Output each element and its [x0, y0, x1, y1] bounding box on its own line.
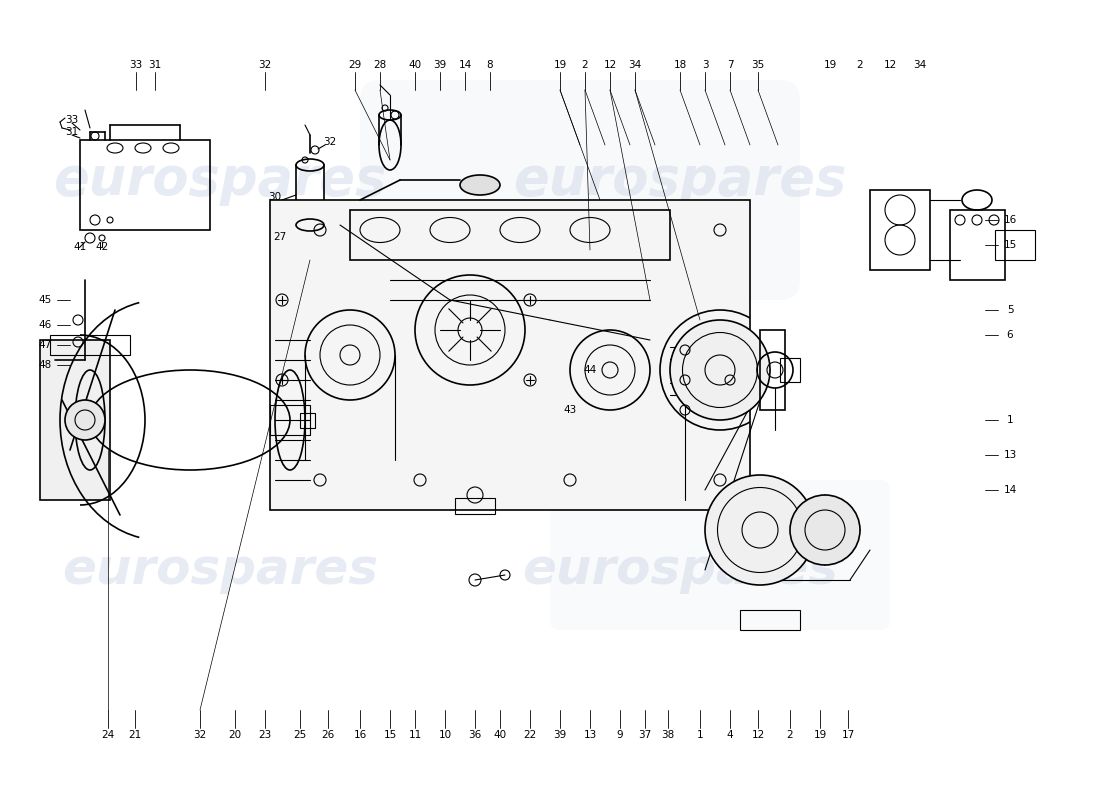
- Text: 10: 10: [439, 730, 452, 740]
- Text: 14: 14: [459, 60, 472, 70]
- Bar: [350, 210, 670, 260]
- Text: 5: 5: [1006, 305, 1013, 315]
- Text: 16: 16: [1003, 215, 1016, 225]
- Text: 22: 22: [524, 730, 537, 740]
- Text: 18: 18: [673, 60, 686, 70]
- Text: 1: 1: [696, 730, 703, 740]
- Text: 2: 2: [786, 730, 793, 740]
- Bar: [455, 498, 495, 514]
- Text: 39: 39: [433, 60, 447, 70]
- Bar: [996, 230, 1035, 260]
- Bar: [50, 335, 130, 355]
- Text: 43: 43: [563, 405, 576, 415]
- Bar: [80, 140, 210, 230]
- Text: 12: 12: [751, 730, 764, 740]
- Text: eurospares: eurospares: [53, 154, 387, 206]
- Text: 20: 20: [229, 730, 242, 740]
- Text: eurospares: eurospares: [522, 546, 838, 594]
- Text: 25: 25: [294, 730, 307, 740]
- Text: 7: 7: [727, 60, 734, 70]
- Text: 33: 33: [130, 60, 143, 70]
- Text: 13: 13: [1003, 450, 1016, 460]
- Ellipse shape: [670, 320, 770, 420]
- Text: 35: 35: [751, 60, 764, 70]
- Text: 45: 45: [39, 295, 52, 305]
- Polygon shape: [40, 340, 110, 500]
- Text: 46: 46: [39, 320, 52, 330]
- Text: 44: 44: [583, 365, 596, 375]
- Text: 42: 42: [96, 242, 109, 252]
- Text: 40: 40: [408, 60, 421, 70]
- Text: 19: 19: [553, 60, 566, 70]
- Text: 15: 15: [1003, 240, 1016, 250]
- FancyBboxPatch shape: [360, 80, 800, 300]
- Text: 11: 11: [408, 730, 421, 740]
- Text: 16: 16: [353, 730, 366, 740]
- Text: 30: 30: [268, 192, 282, 202]
- Text: 32: 32: [258, 60, 272, 70]
- Text: 39: 39: [553, 730, 566, 740]
- Text: 17: 17: [842, 730, 855, 740]
- Text: 19: 19: [813, 730, 826, 740]
- Text: 36: 36: [469, 730, 482, 740]
- Bar: [780, 358, 800, 382]
- Bar: [270, 405, 310, 435]
- Text: eurospares: eurospares: [514, 154, 847, 206]
- Text: 37: 37: [638, 730, 651, 740]
- Text: 23: 23: [258, 730, 272, 740]
- Text: 34: 34: [628, 60, 641, 70]
- Text: 33: 33: [65, 115, 78, 125]
- Text: 27: 27: [274, 232, 287, 242]
- Ellipse shape: [460, 175, 500, 195]
- Text: 14: 14: [1003, 485, 1016, 495]
- Text: 24: 24: [101, 730, 114, 740]
- Text: 4: 4: [727, 730, 734, 740]
- Text: 19: 19: [824, 60, 837, 70]
- Text: 2: 2: [857, 60, 864, 70]
- Ellipse shape: [705, 475, 815, 585]
- Polygon shape: [270, 200, 750, 510]
- Text: 2: 2: [582, 60, 588, 70]
- Text: 29: 29: [349, 60, 362, 70]
- Text: 32: 32: [323, 137, 337, 147]
- Circle shape: [65, 400, 104, 440]
- Bar: [870, 190, 930, 270]
- Text: 38: 38: [661, 730, 674, 740]
- Text: 8: 8: [486, 60, 493, 70]
- Text: 48: 48: [39, 360, 52, 370]
- Text: eurospares: eurospares: [62, 546, 378, 594]
- Text: 3: 3: [702, 60, 708, 70]
- FancyBboxPatch shape: [550, 480, 890, 630]
- Text: 9: 9: [617, 730, 624, 740]
- Bar: [300, 413, 315, 428]
- Bar: [740, 610, 800, 630]
- Text: 47: 47: [39, 340, 52, 350]
- Text: 31: 31: [148, 60, 162, 70]
- Text: 40: 40: [494, 730, 507, 740]
- Text: 41: 41: [74, 242, 87, 252]
- Text: 28: 28: [373, 60, 386, 70]
- Text: 32: 32: [194, 730, 207, 740]
- Text: 26: 26: [321, 730, 334, 740]
- Text: 21: 21: [129, 730, 142, 740]
- Text: 1: 1: [1006, 415, 1013, 425]
- Text: 34: 34: [913, 60, 926, 70]
- Text: 12: 12: [883, 60, 896, 70]
- Circle shape: [790, 495, 860, 565]
- Text: 13: 13: [583, 730, 596, 740]
- Bar: [760, 330, 785, 410]
- Text: 12: 12: [604, 60, 617, 70]
- Text: 6: 6: [1006, 330, 1013, 340]
- Text: 15: 15: [384, 730, 397, 740]
- Bar: [950, 210, 1005, 280]
- Text: 31: 31: [65, 127, 78, 137]
